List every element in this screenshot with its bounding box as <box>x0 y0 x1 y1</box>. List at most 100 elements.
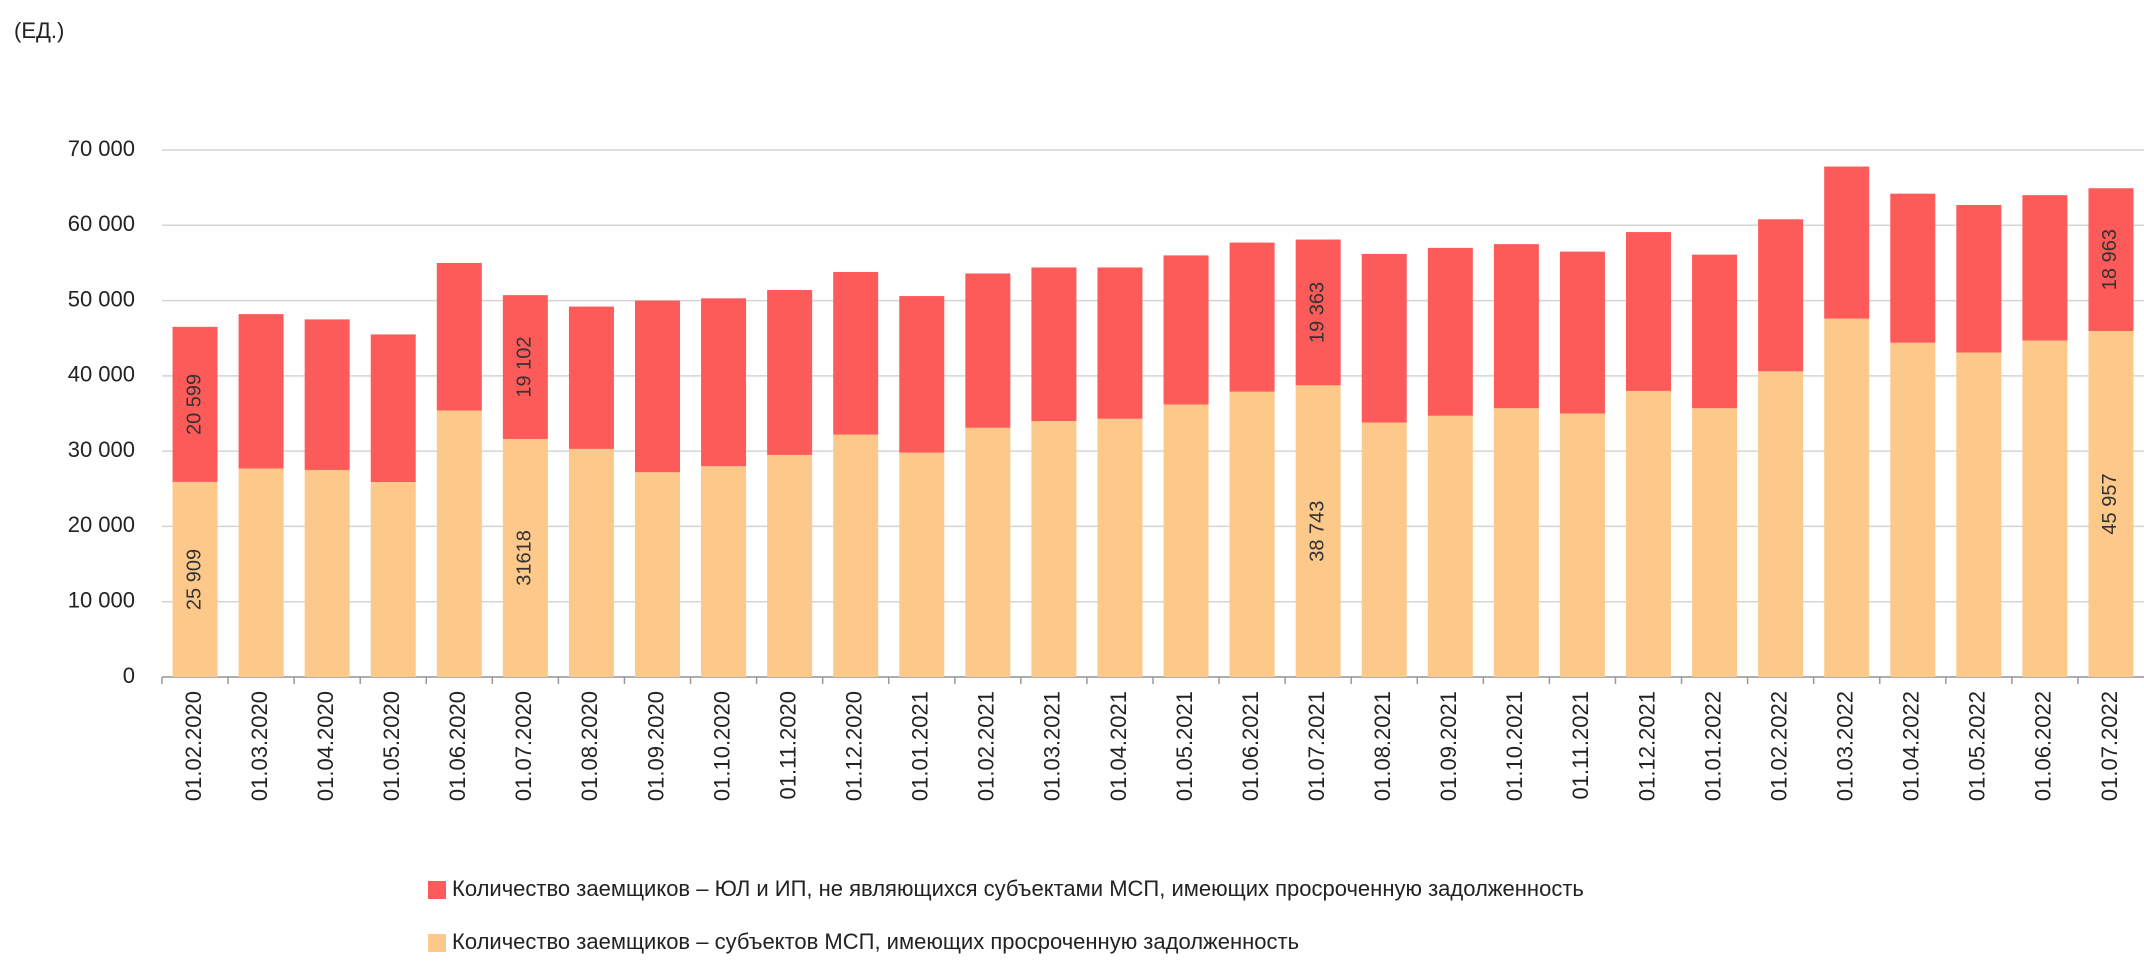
bar-segment <box>635 300 680 473</box>
bar-segment <box>1758 219 1804 372</box>
bar-segment <box>1890 342 1936 677</box>
x-tick-label: 01.06.2021 <box>1238 691 1263 801</box>
x-tick-label: 01.12.2021 <box>1634 691 1659 801</box>
bar-segment <box>1031 421 1077 677</box>
bar-segment <box>1493 244 1539 409</box>
value-label: 19 363 <box>1306 282 1328 343</box>
bar-segment <box>1163 404 1209 677</box>
legend-swatch <box>428 881 446 899</box>
bar-segment <box>2022 195 2068 341</box>
value-label: 20 599 <box>183 374 205 435</box>
bar-segment <box>1824 318 1870 677</box>
x-tick-label: 01.06.2022 <box>2031 691 2056 801</box>
bar-segment <box>1229 391 1275 677</box>
x-tick-label: 01.02.2020 <box>181 691 206 801</box>
bar-segment <box>767 454 813 677</box>
x-tick-label: 01.12.2020 <box>842 691 867 801</box>
y-tick-label: 10 000 <box>68 588 135 613</box>
value-label: 38 743 <box>1306 501 1328 562</box>
bar-segment <box>436 410 482 677</box>
x-tick-label: 01.07.2022 <box>2097 691 2122 801</box>
x-tick-label: 01.11.2020 <box>775 691 800 799</box>
bar-segment <box>568 306 614 449</box>
bar-segment <box>1031 267 1077 422</box>
bar-segment <box>1890 193 1936 343</box>
bar-segment <box>1097 418 1143 677</box>
bar-segment <box>1097 267 1143 419</box>
x-tick-label: 01.10.2021 <box>1502 691 1527 801</box>
bar-segment <box>965 273 1011 428</box>
bar-segment <box>1427 415 1473 677</box>
bar-segment <box>833 434 879 677</box>
bar-segment <box>1559 251 1605 414</box>
bar-segment <box>568 448 614 677</box>
bar-segment <box>701 466 747 677</box>
x-tick-label: 01.05.2021 <box>1172 691 1197 801</box>
y-tick-label: 70 000 <box>68 136 135 161</box>
bar-segment <box>635 472 680 677</box>
bar-segment <box>370 334 416 483</box>
x-tick-label: 01.09.2020 <box>643 691 668 801</box>
y-tick-label: 0 <box>123 663 135 688</box>
x-tick-label: 01.03.2021 <box>1040 691 1065 801</box>
y-axis-label: (ЕД.) <box>14 18 64 43</box>
value-label: 25 909 <box>183 549 205 610</box>
bar-segment <box>1163 255 1209 405</box>
bar-segment <box>2088 331 2134 677</box>
bar-segment <box>1229 242 1275 392</box>
x-tick-label: 01.08.2021 <box>1370 691 1395 801</box>
x-tick-label: 01.07.2021 <box>1304 691 1329 801</box>
bar-segment <box>767 290 813 455</box>
bar-segment <box>965 427 1011 677</box>
bar-segment <box>370 482 416 677</box>
legend-label: Количество заемщиков – субъектов МСП, им… <box>452 929 1299 954</box>
x-tick-label: 01.03.2022 <box>1833 691 1858 801</box>
y-tick-label: 50 000 <box>68 286 135 311</box>
bar-segment <box>1692 254 1738 409</box>
bar-segment <box>172 326 218 482</box>
bar-segment <box>172 481 218 677</box>
x-tick-label: 01.04.2021 <box>1106 691 1131 801</box>
x-tick-label: 01.02.2021 <box>974 691 999 801</box>
bar-segment <box>701 298 747 467</box>
bar-segment <box>1361 253 1407 423</box>
y-tick-label: 60 000 <box>68 211 135 236</box>
x-tick-label: 01.04.2020 <box>313 691 338 801</box>
value-label: 45 957 <box>2099 473 2121 534</box>
x-tick-label: 01.05.2020 <box>379 691 404 801</box>
bar-segment <box>1493 408 1539 677</box>
x-tick-label: 01.05.2022 <box>1965 691 1990 801</box>
bar-segment <box>304 319 350 470</box>
bar-segment <box>238 314 284 469</box>
x-tick-label: 01.11.2021 <box>1568 691 1593 799</box>
x-tick-label: 01.10.2020 <box>709 691 734 801</box>
y-tick-label: 40 000 <box>68 362 135 387</box>
bar-segment <box>1758 371 1804 677</box>
bar-segment <box>1295 239 1341 386</box>
bar-segment <box>1427 247 1473 416</box>
value-label: 18 963 <box>2099 229 2121 290</box>
bar-segment <box>833 271 879 435</box>
bar-segment <box>1824 166 1870 319</box>
x-tick-label: 01.02.2022 <box>1766 691 1791 801</box>
bar-segment <box>436 262 482 411</box>
bar-segment <box>502 438 548 677</box>
bar-segment <box>1956 352 2002 677</box>
x-tick-label: 01.09.2021 <box>1436 691 1461 801</box>
bar-segment <box>1361 422 1407 677</box>
x-tick-label: 01.01.2022 <box>1700 691 1725 801</box>
bar-segment <box>2088 188 2134 332</box>
bar-segment <box>899 452 945 677</box>
value-label: 31618 <box>514 530 536 586</box>
x-tick-label: 01.07.2020 <box>511 691 536 801</box>
y-tick-label: 20 000 <box>68 512 135 537</box>
x-tick-label: 01.08.2020 <box>577 691 602 801</box>
x-tick-label: 01.01.2021 <box>908 691 933 801</box>
bar-segment <box>238 468 284 677</box>
bar-segment <box>1956 204 2002 353</box>
bar-segment <box>2022 340 2068 677</box>
bar-segment <box>1559 413 1605 677</box>
legend-label: Количество заемщиков – ЮЛ и ИП, не являю… <box>452 876 1584 901</box>
bar-segment <box>1626 232 1671 391</box>
